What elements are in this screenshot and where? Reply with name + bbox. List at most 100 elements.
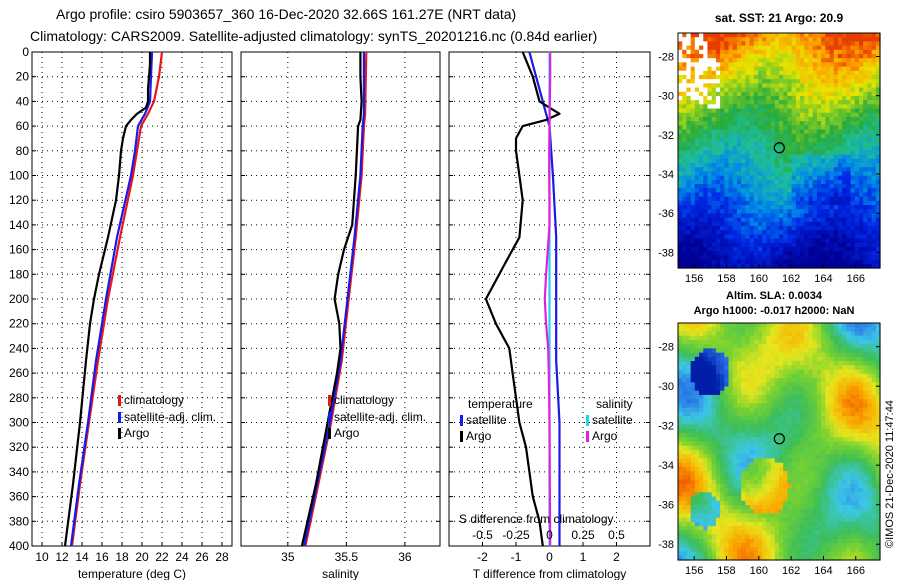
map-cell xyxy=(733,88,738,93)
map-cell xyxy=(808,79,813,84)
map-cell xyxy=(758,222,763,227)
map-cell xyxy=(707,247,712,252)
map-cell xyxy=(691,399,696,404)
map-cell xyxy=(830,243,835,248)
map-cell xyxy=(712,416,717,421)
map-cell xyxy=(825,463,830,468)
map-cell xyxy=(872,492,877,497)
map-cell xyxy=(825,197,830,202)
map-cell xyxy=(859,138,864,143)
map-cell xyxy=(745,344,750,349)
map-cell xyxy=(779,62,784,67)
map-cell xyxy=(800,171,805,176)
map-cell xyxy=(846,247,851,252)
map-cell xyxy=(686,260,691,265)
map-cell xyxy=(686,488,691,493)
map-cell xyxy=(737,255,742,260)
map-cell xyxy=(720,429,725,434)
map-cell xyxy=(859,201,864,206)
map-cell xyxy=(808,429,813,434)
map-cell xyxy=(766,138,771,143)
map-cell xyxy=(800,374,805,379)
map-cell xyxy=(808,391,813,396)
sal-xtick-label: 35 xyxy=(281,550,295,564)
map-cell xyxy=(682,67,687,72)
map-cell xyxy=(867,176,872,181)
map-cell xyxy=(792,37,797,42)
map-cell xyxy=(804,357,809,362)
map-cell xyxy=(737,492,742,497)
map-cell xyxy=(804,100,809,105)
map-cell xyxy=(678,251,683,256)
map-cell xyxy=(817,205,822,210)
map-cell xyxy=(737,125,742,130)
map-cell xyxy=(741,113,746,118)
map-cell xyxy=(813,450,818,455)
map-cell xyxy=(787,340,792,345)
map-cell xyxy=(729,37,734,42)
map-cell xyxy=(762,62,767,67)
map-cell xyxy=(707,37,712,42)
map-cell xyxy=(682,192,687,197)
map-cell xyxy=(867,138,872,143)
map-cell xyxy=(754,37,759,42)
map-cell xyxy=(783,109,788,114)
map-cell xyxy=(729,340,734,345)
map-cell xyxy=(737,429,742,434)
map-cell xyxy=(779,180,784,185)
map-cell xyxy=(825,226,830,231)
map-cell xyxy=(800,492,805,497)
map-cell xyxy=(851,176,856,181)
map-cell xyxy=(729,33,734,38)
map-cell xyxy=(686,340,691,345)
map-cell xyxy=(678,340,683,345)
map-cell xyxy=(737,83,742,88)
map-cell xyxy=(682,180,687,185)
map-cell xyxy=(846,425,851,430)
map-cell xyxy=(867,458,872,463)
map-cell xyxy=(825,58,830,63)
map-cell xyxy=(834,467,839,472)
map-cell xyxy=(737,239,742,244)
map-cell xyxy=(758,446,763,451)
map-cell xyxy=(754,130,759,135)
map-cell xyxy=(813,159,818,164)
map-cell xyxy=(682,437,687,442)
map-cell xyxy=(783,121,788,126)
map-cell xyxy=(804,226,809,231)
map-cell xyxy=(872,323,877,328)
map-cell xyxy=(851,429,856,434)
map-cell xyxy=(703,163,708,168)
map-cell xyxy=(716,155,721,160)
map-cell xyxy=(771,130,776,135)
map-cell xyxy=(859,54,864,59)
map-cell xyxy=(678,425,683,430)
map-cell xyxy=(872,243,877,248)
map-cell xyxy=(682,425,687,430)
map-cell xyxy=(737,104,742,109)
map-cell xyxy=(830,475,835,480)
map-cell xyxy=(762,151,767,156)
map-cell xyxy=(741,327,746,332)
map-cell xyxy=(707,163,712,168)
map-cell xyxy=(825,408,830,413)
map-cell xyxy=(766,327,771,332)
map-cell xyxy=(783,361,788,366)
map-cell xyxy=(838,218,843,223)
map-cell xyxy=(863,41,868,46)
map-cell xyxy=(813,75,818,80)
map-cell xyxy=(712,159,717,164)
map-cell xyxy=(872,41,877,46)
map-cell xyxy=(859,188,864,193)
map-cell xyxy=(720,353,725,358)
map-cell xyxy=(855,475,860,480)
map-cell xyxy=(863,386,868,391)
map-cell xyxy=(720,184,725,189)
map-cell xyxy=(830,416,835,421)
map-cell xyxy=(851,467,856,472)
map-cell xyxy=(800,463,805,468)
map-cell xyxy=(872,475,877,480)
map-cell xyxy=(699,357,704,362)
map-cell xyxy=(754,67,759,72)
map-cell xyxy=(771,323,776,328)
